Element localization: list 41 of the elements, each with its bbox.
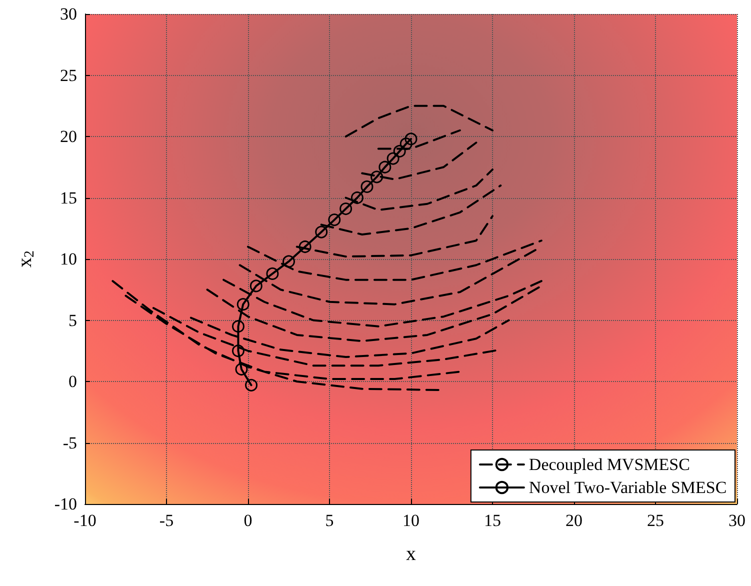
point <box>232 344 244 358</box>
legend-label: Novel Two-Variable SMESC <box>528 478 727 497</box>
point <box>282 255 295 268</box>
point <box>245 378 258 392</box>
point <box>370 170 384 184</box>
point <box>340 202 352 216</box>
y-tick-label: 0 <box>68 372 77 391</box>
x-tick-label: 5 <box>325 511 334 530</box>
y-tick-label: 15 <box>60 188 77 208</box>
point <box>232 320 244 333</box>
y-tick-label: 30 <box>60 4 77 24</box>
y-axis-title: x2 <box>14 250 38 268</box>
point <box>236 298 250 311</box>
y-tick-label: 20 <box>60 127 77 146</box>
point <box>360 180 374 193</box>
x-tick-label: 10 <box>402 511 420 530</box>
point <box>315 226 328 238</box>
point <box>386 152 400 165</box>
x-tick-label: 0 <box>244 511 252 530</box>
y-tick-label: -5 <box>62 433 77 452</box>
point <box>250 280 262 292</box>
x-tick-label: 20 <box>566 511 582 530</box>
point <box>235 363 248 376</box>
point <box>266 267 279 280</box>
point <box>393 144 406 158</box>
y-tick-label: 25 <box>60 66 77 85</box>
x-tick-label: -5 <box>159 511 174 530</box>
x-tick-label: 30 <box>728 511 746 530</box>
x-tick-label: 15 <box>484 511 501 530</box>
point <box>350 192 364 204</box>
point <box>404 132 418 146</box>
y-tick-label: 10 <box>60 250 77 268</box>
y-tick-label: -10 <box>54 494 77 514</box>
point <box>298 240 312 253</box>
point <box>400 138 412 150</box>
x-tick-label: 25 <box>647 511 664 530</box>
x-axis-title: x <box>406 543 416 565</box>
point <box>378 160 392 174</box>
point <box>328 214 341 226</box>
y-tick-label: 5 <box>68 310 77 330</box>
legend-label: Decoupled MVSMESC <box>528 455 690 474</box>
